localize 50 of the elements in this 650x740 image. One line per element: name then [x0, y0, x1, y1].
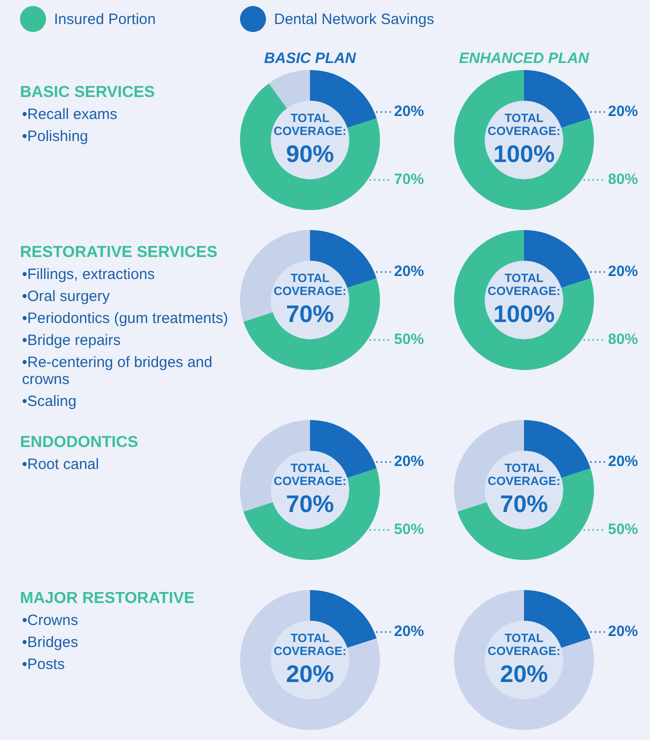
text: TOTAL COVERAGE: — [488, 631, 560, 658]
text: •Bridges — [22, 634, 80, 651]
data-label: 20% — [608, 263, 638, 280]
text: •Recall exams — [22, 106, 118, 123]
text: 100% — [493, 141, 555, 168]
text: •Crowns — [22, 612, 80, 629]
text: BASIC SERVICES — [20, 84, 156, 102]
data-label: 50% — [394, 521, 424, 538]
text: ENDODONTICS — [20, 434, 140, 452]
text: TOTAL COVERAGE: — [274, 631, 346, 658]
text: 70% — [500, 491, 548, 518]
text: 20% — [286, 661, 334, 688]
text: TOTAL COVERAGE: — [274, 461, 346, 488]
text: 20% — [500, 661, 548, 688]
data-label: 50% — [394, 331, 424, 348]
data-label: 20% — [394, 623, 424, 640]
text: •Bridge repairs — [22, 332, 122, 349]
data-label: 80% — [608, 331, 638, 348]
text: •Root canal — [22, 456, 100, 473]
data-label: 20% — [394, 103, 424, 120]
text: TOTAL COVERAGE: — [488, 461, 560, 488]
text: 70% — [286, 301, 334, 328]
text: •Polishing — [22, 128, 90, 145]
text: MAJOR RESTORATIVE — [20, 590, 196, 608]
text: TOTAL COVERAGE: — [488, 271, 560, 298]
text: 90% — [286, 141, 334, 168]
text: TOTAL COVERAGE: — [274, 111, 346, 138]
legend-label: Dental Network Savings — [274, 10, 434, 28]
chart-title: ENHANCED PLAN — [458, 50, 590, 67]
text: •Fillings, extractions — [22, 266, 156, 283]
text: 100% — [493, 301, 555, 328]
text: 70% — [286, 491, 334, 518]
data-label: 70% — [394, 171, 424, 188]
text: •Periodontics (gum treatments) — [22, 310, 230, 327]
legend-label: Insured Portion — [54, 10, 156, 28]
data-label: 20% — [608, 453, 638, 470]
data-label: 20% — [394, 453, 424, 470]
text: TOTAL COVERAGE: — [274, 271, 346, 298]
text: •Posts — [22, 656, 66, 673]
data-label: 20% — [608, 623, 638, 640]
text: TOTAL COVERAGE: — [488, 111, 560, 138]
text: •Oral surgery — [22, 288, 111, 305]
data-label: 50% — [608, 521, 638, 538]
text: RESTORATIVE SERVICES — [20, 244, 218, 262]
text: •Scaling — [22, 393, 78, 410]
data-label: 20% — [608, 103, 638, 120]
data-label: 80% — [608, 171, 638, 188]
data-label: 20% — [394, 263, 424, 280]
text: BASIC PLAN — [264, 50, 356, 67]
text: •Re-centering of bridges and crowns — [22, 354, 214, 388]
